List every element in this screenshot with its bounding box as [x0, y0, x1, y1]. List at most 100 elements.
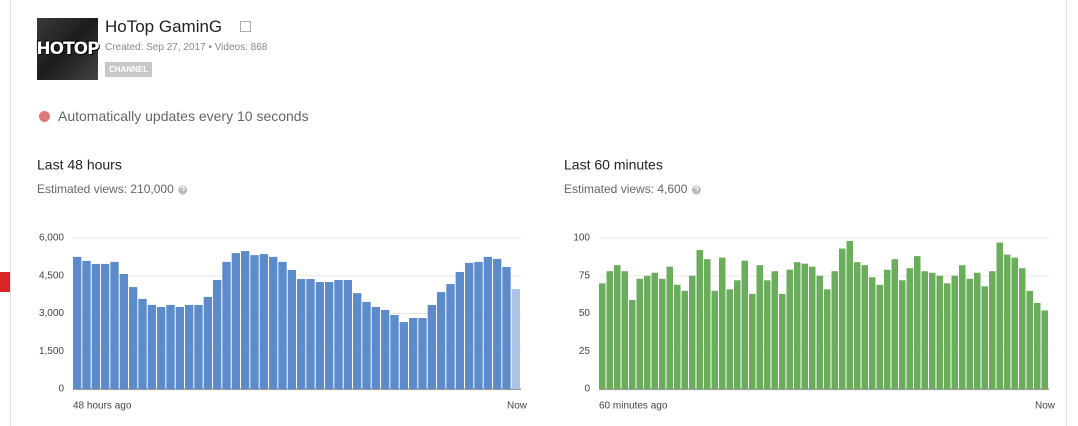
bar	[194, 304, 203, 389]
x-tick-label: 48 hours ago	[73, 401, 132, 412]
bar	[741, 260, 748, 389]
channel-meta: Created: Sep 27, 2017 • Videos: 868	[105, 42, 268, 53]
bar	[696, 250, 703, 389]
bar	[119, 273, 128, 389]
bar	[929, 272, 936, 389]
live-status: Automatically updates every 10 seconds	[39, 108, 309, 124]
help-icon[interactable]	[691, 185, 701, 195]
bar	[91, 263, 100, 389]
bar	[981, 286, 988, 389]
bar	[891, 259, 898, 389]
bar	[213, 280, 222, 389]
bar	[390, 315, 399, 389]
bar	[1011, 257, 1018, 389]
help-icon-mark	[180, 186, 185, 191]
bar	[816, 275, 823, 389]
chart-subtitle: Estimated views: 210,000	[37, 182, 174, 196]
avatar[interactable]: HOTOP	[36, 18, 100, 80]
bar	[869, 277, 876, 389]
bar	[681, 290, 688, 389]
bar	[756, 265, 763, 389]
bar	[801, 263, 808, 389]
chart-title: Last 60 minutes	[564, 157, 663, 173]
chart-subtitle: Estimated views: 4,600	[564, 182, 688, 196]
bar	[876, 284, 883, 389]
bar	[157, 306, 166, 389]
bar	[315, 282, 324, 389]
bar	[996, 242, 1003, 389]
bar	[659, 278, 666, 389]
bar	[689, 275, 696, 389]
bar	[278, 261, 287, 389]
bar	[325, 282, 334, 389]
bar	[259, 254, 268, 389]
bar	[1034, 302, 1041, 389]
bar	[297, 279, 306, 389]
bar	[73, 256, 82, 389]
x-tick-label: 60 minutes ago	[599, 401, 668, 412]
bar	[839, 248, 846, 389]
bar	[446, 284, 455, 389]
y-tick-label: 50	[579, 308, 591, 319]
bar	[222, 261, 231, 389]
bar	[465, 262, 474, 389]
bar	[138, 298, 147, 389]
bar	[614, 265, 621, 389]
bar	[951, 275, 958, 389]
bar	[921, 271, 928, 389]
bar	[362, 301, 371, 389]
bar	[381, 309, 390, 389]
bar	[306, 279, 315, 389]
bar	[914, 256, 921, 389]
y-tick-label: 75	[579, 270, 591, 281]
y-tick-label: 6,000	[39, 233, 64, 244]
panel	[10, 0, 1067, 426]
chart-title: Last 48 hours	[37, 157, 122, 173]
bar	[764, 280, 771, 389]
help-icon[interactable]	[178, 185, 188, 195]
bar	[82, 260, 91, 389]
bar	[606, 271, 613, 389]
bar	[418, 318, 427, 389]
bar	[854, 262, 861, 389]
bar	[899, 280, 906, 389]
bar	[409, 318, 418, 389]
bar	[147, 304, 156, 389]
y-tick-label: 100	[573, 233, 590, 244]
bar	[824, 289, 831, 389]
bar	[185, 304, 194, 389]
bar	[831, 271, 838, 389]
bar	[936, 275, 943, 389]
channel-name[interactable]: HoTop GaminG	[105, 17, 223, 36]
bar	[974, 272, 981, 389]
bar	[786, 269, 793, 389]
bar	[437, 292, 446, 389]
bar	[231, 253, 240, 389]
y-tick-label: 3,000	[39, 308, 64, 319]
bar	[884, 269, 891, 389]
bar	[250, 255, 259, 389]
y-tick-label: 1,500	[39, 346, 64, 357]
y-tick-label: 25	[579, 346, 591, 357]
bar	[455, 271, 464, 389]
y-tick-label: 0	[584, 384, 590, 395]
side-marker	[0, 272, 10, 292]
bar	[175, 306, 184, 389]
bar	[779, 293, 786, 389]
y-tick-label: 0	[58, 384, 64, 395]
bar	[493, 258, 502, 389]
x-tick-label: Now	[1035, 401, 1056, 412]
external-link-icon[interactable]	[240, 21, 251, 32]
bar	[719, 257, 726, 389]
avatar-text: HOTOP	[36, 39, 99, 59]
bar	[334, 280, 343, 389]
bar	[749, 293, 756, 389]
y-tick-label: 4,500	[39, 270, 64, 281]
bar	[287, 269, 296, 389]
bar	[989, 271, 996, 389]
bar	[1026, 290, 1033, 389]
help-icon-mark	[694, 186, 699, 191]
bar	[483, 256, 492, 389]
bar	[166, 304, 175, 389]
bar	[966, 278, 973, 389]
